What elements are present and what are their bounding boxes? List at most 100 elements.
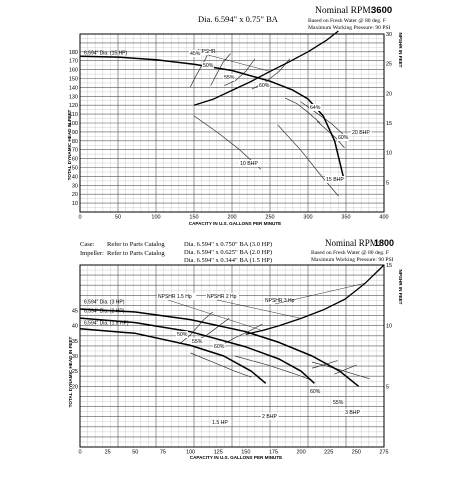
x-tick-label: 100 xyxy=(151,215,160,221)
x-tick-label: 250 xyxy=(265,215,274,221)
x-tick-label: 75 xyxy=(160,450,166,456)
chart2-rpm-label: Nominal RPM: xyxy=(325,238,380,248)
y-tick-label: 50 xyxy=(72,166,78,172)
y-tick-label: 110 xyxy=(69,112,78,118)
chart2-ticks: 0 25 50 75 100 125 150 175 200 225 250 275 20 25 30 35 4… xyxy=(72,263,392,456)
x-tick-label: 25 xyxy=(105,450,111,456)
head-curve-label: 6.594" Dia. (15 HP) xyxy=(84,50,128,56)
efficiency-curve xyxy=(334,364,357,375)
npshr-label-bg xyxy=(197,48,215,55)
head-curve xyxy=(79,317,315,384)
efficiency-label: 50% xyxy=(177,332,188,338)
chart1-note-1: Based on Fresh Water @ 80 deg. F xyxy=(308,18,386,24)
chart2-y-axis-label: TOTAL DYNAMIC HEAD IN FEET xyxy=(68,336,73,407)
chart2-y2-axis-label: NPSHR IN FEET xyxy=(398,270,403,305)
efficiency-label: 55% xyxy=(333,400,344,406)
chart1-y2-axis-label: NPSHR IN FEET xyxy=(398,33,403,68)
chart1-x-axis-label: CAPACITY IN U.S. GALLONS PER MINUTE xyxy=(189,221,281,226)
bhp-label: 2 BHP xyxy=(262,414,278,420)
chart2-marks: 6.594" Dia. (3 HP) 6.594" Dia. (2 HP) 6.59… xyxy=(79,264,385,426)
y-tick-label: 70 xyxy=(72,148,78,154)
y-tick-label: 140 xyxy=(69,85,78,91)
y-tick-label: 35 xyxy=(72,339,78,345)
chart1-ticks: 0 50 100 150 200 250 300 350 400 10 20 30 40 50 60 70 80… xyxy=(69,32,392,221)
npshr-label: NPSHR xyxy=(198,49,216,55)
chart2-title-line-1: Dia. 6.594" x 0.750" BA (3.0 HP) xyxy=(184,241,272,248)
npshr-leader xyxy=(216,299,302,319)
efficiency-label: 64% xyxy=(310,105,321,111)
bhp-curve xyxy=(277,124,339,197)
efficiency-label-bg xyxy=(202,62,214,69)
efficiency-curve xyxy=(179,311,213,345)
efficiency-curve xyxy=(224,58,256,86)
y-tick-label: 120 xyxy=(69,103,78,109)
bhp-label: 15 BHP xyxy=(326,177,344,183)
efficiency-label: 60% xyxy=(310,389,321,395)
efficiency-label-bg xyxy=(258,82,270,89)
efficiency-label-bg xyxy=(191,338,203,345)
x-tick-label: 150 xyxy=(241,450,250,456)
y2-tick-label: 10 xyxy=(386,324,392,330)
y-tick-label: 45 xyxy=(72,309,78,315)
efficiency-label: 50% xyxy=(203,63,214,69)
head-curve xyxy=(79,327,267,384)
y2-tick-label: 25 xyxy=(386,62,392,68)
y-tick-label: 40 xyxy=(72,174,78,180)
y-tick-label: 100 xyxy=(69,121,78,127)
head-curve xyxy=(79,308,360,387)
efficiency-label-bg xyxy=(309,388,321,395)
bhp-label-bg xyxy=(239,160,260,167)
chart-2: Case: Refer to Parts Catalog Impeller: R… xyxy=(68,238,403,460)
bhp-label: 1.5 HP xyxy=(212,420,228,426)
bhp-label-bg xyxy=(211,419,232,426)
efficiency-label-bg xyxy=(332,399,344,406)
chart-1: Nominal RPM: 3600 Dia. 6.594" x 0.75" BA… xyxy=(67,5,403,226)
y-tick-label: 130 xyxy=(69,94,78,100)
y-tick-label: 90 xyxy=(72,130,78,136)
y-tick-label: 80 xyxy=(72,139,78,145)
y-tick-label: 30 xyxy=(72,183,78,189)
head-curve-label: 6.594" Dia. (3 HP) xyxy=(84,299,125,305)
npshr-curve xyxy=(322,264,385,311)
x-tick-label: 0 xyxy=(78,215,81,221)
x-tick-label: 250 xyxy=(352,450,361,456)
x-tick-label: 350 xyxy=(341,215,350,221)
x-tick-label: 225 xyxy=(324,450,333,456)
efficiency-label-bg xyxy=(176,331,188,338)
chart2-case-value: Refer to Parts Catalog xyxy=(107,241,165,248)
chart1-rpm-label: Nominal RPM: xyxy=(315,6,373,16)
chart2-impeller-value: Refer to Parts Catalog xyxy=(107,250,165,257)
npshr-label: NPSHR 2 Hp xyxy=(207,294,237,300)
x-tick-label: 275 xyxy=(379,450,388,456)
x-tick-label: 200 xyxy=(296,450,305,456)
efficiency-label: 60% xyxy=(259,83,270,89)
efficiency-curve xyxy=(312,360,338,369)
npshr-label-bg xyxy=(264,297,297,304)
y2-tick-label: 10 xyxy=(386,151,392,157)
bhp-curve xyxy=(193,115,262,170)
efficiency-curve xyxy=(285,97,321,124)
chart2-title-line-3: Dia. 6.594" x 0.344" BA (1.5 HP) xyxy=(184,257,272,264)
y-tick-label: 10 xyxy=(72,201,78,207)
y-tick-label: 40 xyxy=(72,324,78,330)
bhp-label: 20 BHP xyxy=(352,130,370,136)
y2-tick-label: 15 xyxy=(386,263,392,269)
bhp-label-bg xyxy=(261,413,279,420)
chart1-note-2: Maximum Working Pressure: 90 PSI xyxy=(308,25,391,31)
npshr-label-bg xyxy=(206,293,239,300)
x-tick-label: 0 xyxy=(78,450,81,456)
y-tick-label: 60 xyxy=(72,157,78,163)
head-curve-label: 6.594" Dia. (1.5 HP) xyxy=(84,321,129,327)
efficiency-curve xyxy=(210,53,231,86)
chart2-x-axis-label: CAPACITY IN U.S. GALLONS PER MINUTE xyxy=(190,455,282,460)
chart2-grid xyxy=(79,264,385,448)
bhp-label-bg xyxy=(325,176,346,183)
y-tick-label: 20 xyxy=(72,192,78,198)
head-curve-label: 6.594" Dia. (2 HP) xyxy=(84,309,125,315)
efficiency-label-bg xyxy=(213,343,225,350)
chart1-y-axis-label: TOTAL DYNAMIC HEAD IN FEET xyxy=(67,109,72,180)
chart2-rpm-value: 1800 xyxy=(374,238,394,248)
y-tick-label: 180 xyxy=(69,50,78,56)
y2-tick-label: 20 xyxy=(386,91,392,97)
